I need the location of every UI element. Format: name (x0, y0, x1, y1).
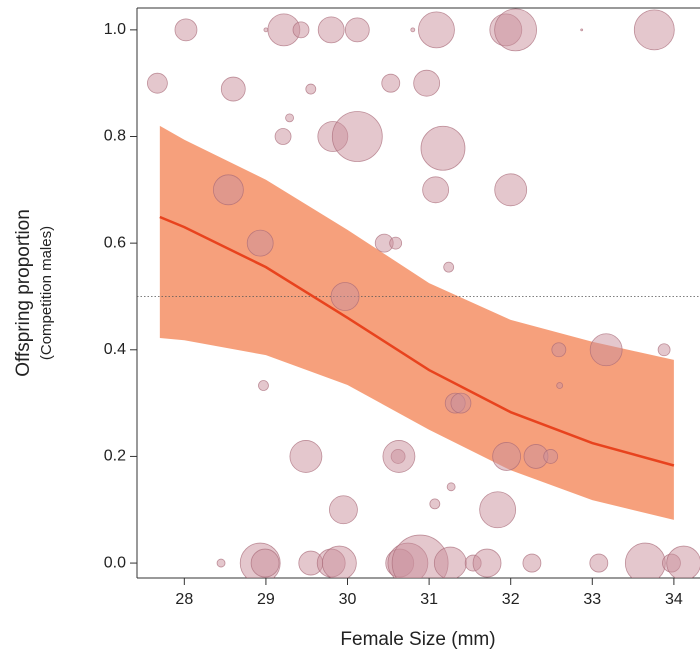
bubble (330, 282, 360, 311)
bubble (494, 173, 528, 207)
bubble (220, 76, 246, 102)
bubble (479, 491, 517, 529)
y-tick-label: 0.0 (104, 554, 126, 571)
y-axis-sublabel: (Competition males) (38, 226, 55, 360)
bubble (418, 11, 455, 49)
x-axis-label: Female Size (mm) (340, 629, 495, 650)
bubble (263, 27, 269, 33)
bubble (433, 546, 467, 578)
bubble (589, 333, 623, 367)
bubble (429, 498, 441, 510)
bubble (212, 174, 244, 206)
bubble (344, 17, 370, 43)
bubble (494, 8, 537, 52)
bubble (216, 558, 226, 568)
bubble (492, 442, 522, 471)
y-axis-label: Offspring proportion (13, 209, 34, 377)
bubble (666, 545, 700, 578)
x-tick-label: 34 (665, 591, 683, 608)
bubble (389, 236, 403, 250)
bubble (624, 542, 666, 578)
bubble (413, 69, 441, 97)
bubble (292, 21, 310, 39)
bubble (633, 9, 675, 51)
bubble (450, 392, 472, 414)
bubble (543, 449, 559, 464)
bubble (551, 342, 567, 358)
y-tick-label: 1.0 (104, 21, 126, 38)
bubble (657, 343, 671, 357)
bubble (580, 28, 584, 32)
bubble (305, 83, 317, 95)
bubble (258, 380, 269, 391)
bubble (274, 128, 292, 145)
y-tick-label: 0.8 (104, 128, 126, 145)
bubble (420, 125, 466, 171)
bubble (174, 18, 198, 42)
bubble (250, 548, 280, 578)
x-tick-label: 30 (339, 591, 357, 608)
x-tick-label: 31 (420, 591, 438, 608)
bubble (422, 176, 450, 204)
confidence-band (159, 125, 674, 520)
bubble (589, 553, 609, 573)
x-tick-label: 29 (257, 591, 275, 608)
bubble (329, 495, 358, 525)
x-tick-label: 32 (502, 591, 520, 608)
bubble (246, 229, 274, 257)
x-tick-label: 33 (583, 591, 601, 608)
bubble (443, 261, 455, 273)
y-tick-label: 0.6 (104, 234, 126, 251)
y-tick-label: 0.2 (104, 448, 126, 465)
bubble (446, 482, 456, 492)
bubble (331, 111, 383, 162)
fit-line (159, 215, 675, 467)
x-tick-label: 28 (175, 591, 193, 608)
bubble (289, 440, 323, 473)
plot-area (137, 8, 700, 578)
y-tick-label: 0.4 (104, 341, 126, 358)
bubble (146, 72, 168, 94)
bubble (317, 16, 345, 44)
bubble (472, 548, 502, 578)
bubble (321, 545, 357, 578)
bubble (410, 27, 416, 33)
bubble (556, 382, 564, 389)
bubble (381, 73, 401, 93)
bubble (522, 553, 542, 573)
bubble (382, 440, 416, 473)
bubble (285, 113, 294, 123)
